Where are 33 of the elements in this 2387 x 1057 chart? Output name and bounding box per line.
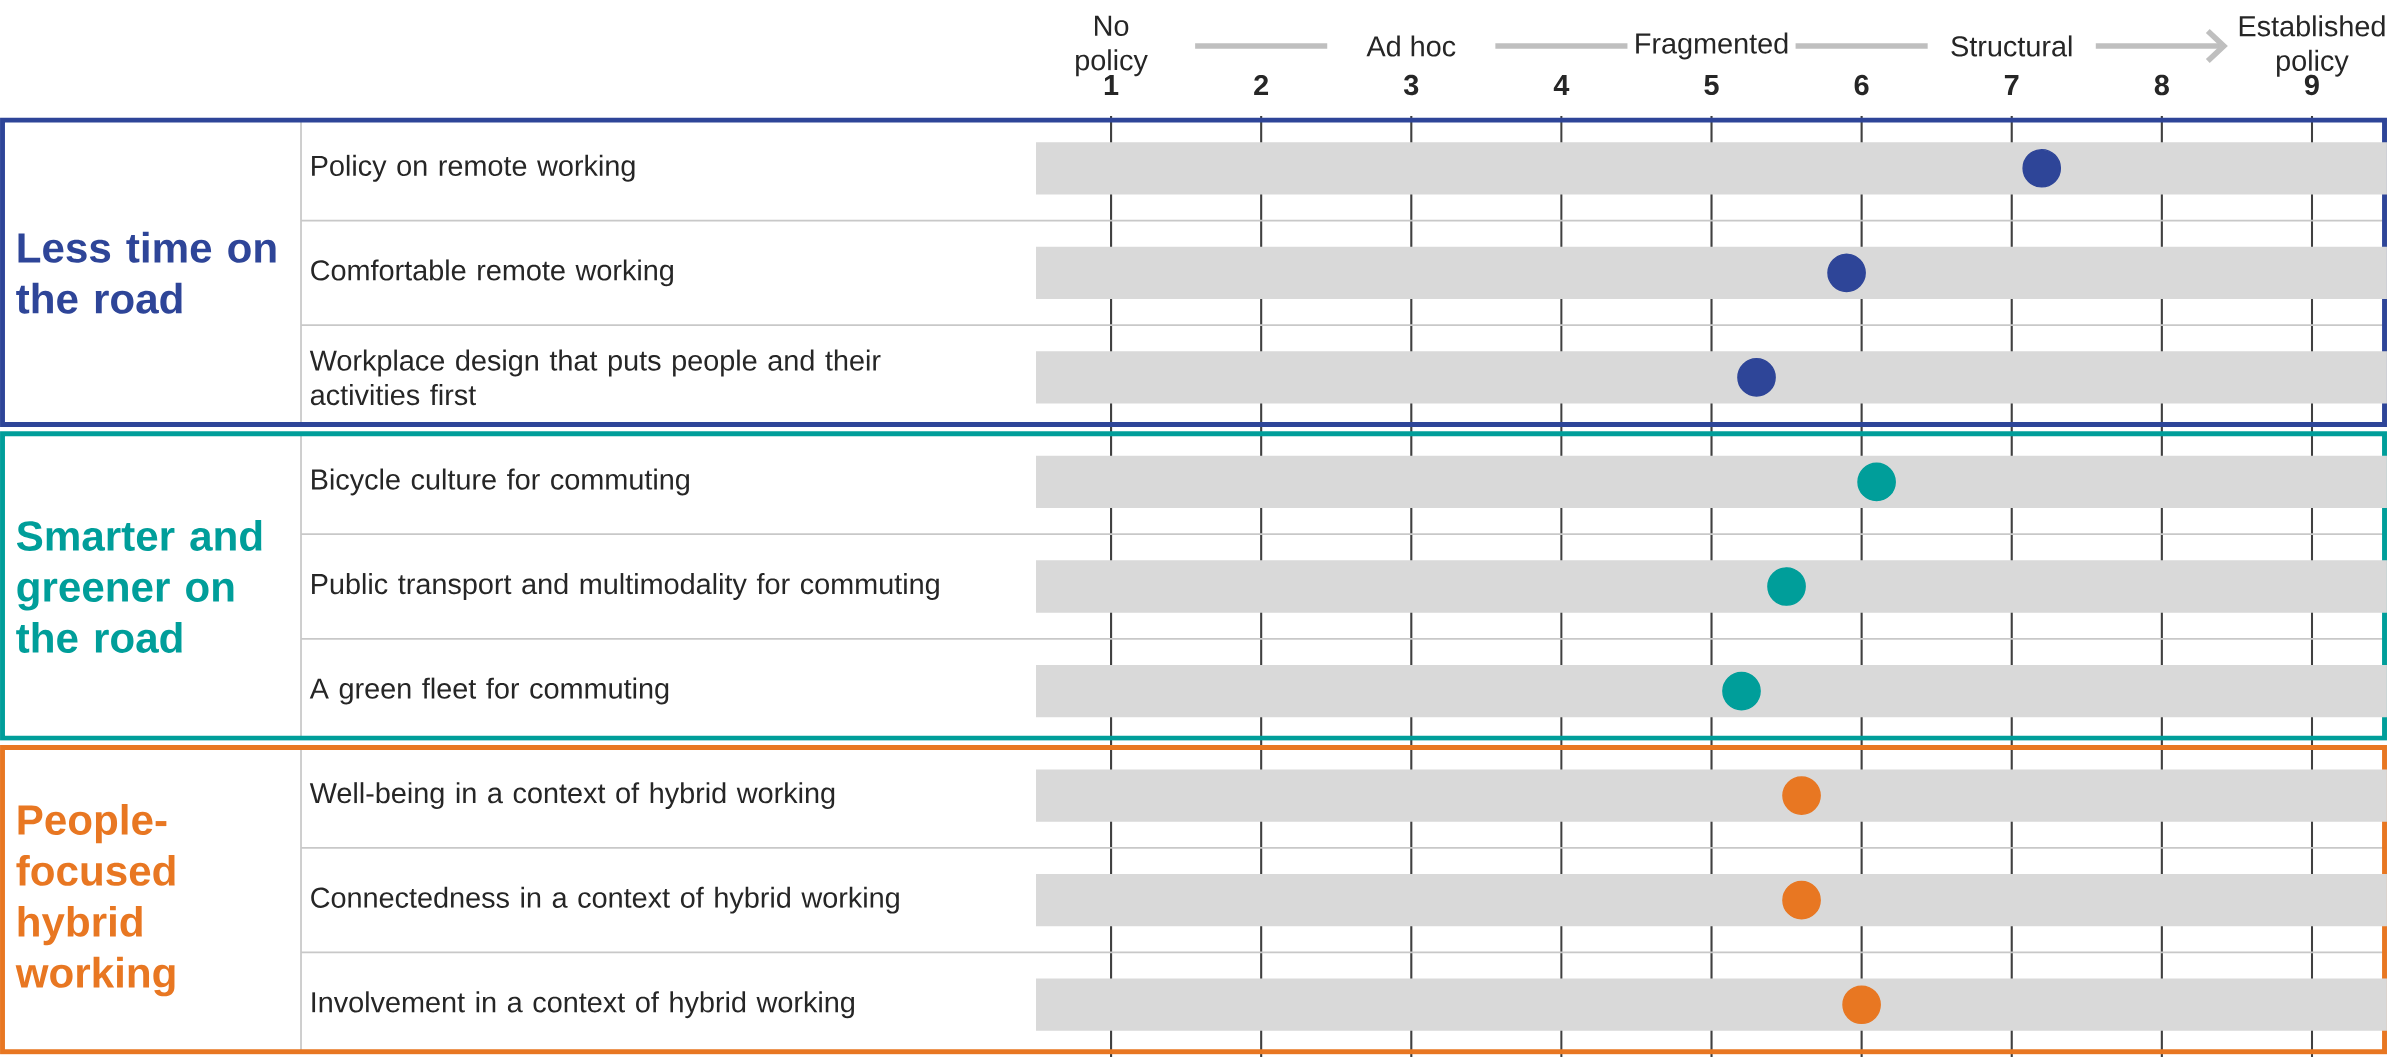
x-tick-label: 5	[1704, 74, 1719, 96]
y-tick-label: Policy on remote working	[312, 154, 635, 182]
y-tick-label: Well-being in a context of hybrid working	[309, 782, 835, 810]
point	[1827, 253, 1866, 293]
point	[2022, 148, 2062, 188]
x-tick-label: 7	[2004, 75, 2019, 95]
point	[1767, 567, 1806, 606]
point	[1842, 985, 1881, 1025]
text: People-focused hybrid working	[15, 803, 175, 997]
y-tick-label: Workplace design that puts people and their activities first	[309, 349, 881, 406]
y-tick-label: Involvement in a context of hybrid working	[312, 991, 854, 1019]
y-tick-label: A green fleet for commuting	[309, 677, 669, 705]
y-tick-label: Bicycle culture for commuting	[312, 468, 689, 496]
text: Less time on the road	[16, 231, 276, 314]
point	[1722, 671, 1761, 711]
text: Smarter and greener on the road	[16, 520, 262, 653]
x-tick-label: 8	[2154, 74, 2169, 96]
x-tick-label: 2	[1254, 74, 1269, 96]
text: Ad hoc	[1366, 35, 1456, 57]
x-tick-label: 6	[1854, 74, 1869, 96]
point	[1782, 776, 1821, 815]
point	[1782, 880, 1821, 920]
y-tick-label: Public transport and multimodality for commuting	[312, 573, 939, 600]
point	[1737, 358, 1776, 397]
x-tick-label: 1	[1104, 75, 1119, 95]
y-tick-label: Connectedness in a context of hybrid working	[311, 886, 899, 914]
text: No policy	[1076, 15, 1148, 77]
x-tick-label: 4	[1553, 75, 1570, 95]
y-tick-label: Comfortable remote working	[311, 259, 673, 287]
x-tick-label: 3	[1403, 74, 1419, 96]
text: Fragmented	[1636, 32, 1788, 60]
text: Structural	[1951, 35, 2072, 57]
point	[1857, 462, 1896, 502]
